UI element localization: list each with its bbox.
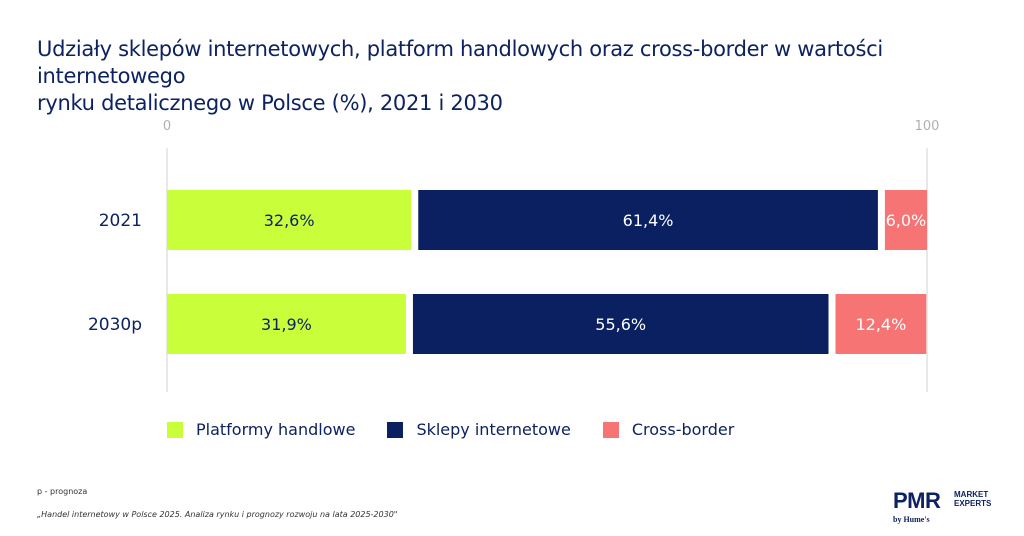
data-label-sklepy-internetowe-2021: 61,4% [623, 211, 674, 230]
x-tick-label-100: 100 [915, 119, 940, 134]
bar-cross-border-2030p [835, 294, 927, 354]
bar-cross-border-2021 [884, 190, 927, 250]
bar-sklepy-internetowe-2021 [418, 190, 878, 250]
source-note: „Handel internetowy w Polsce 2025. Anali… [37, 510, 398, 519]
legend-item-platformy: Platformy handlowe [167, 420, 355, 439]
legend-label-sklepy: Sklepy internetowe [416, 420, 571, 439]
legend-item-sklepy: Sklepy internetowe [387, 420, 571, 439]
legend-swatch-platformy [167, 421, 183, 438]
legend-label-cross-border: Cross-border [631, 420, 735, 439]
bar-platformy-handlowe-2030p [167, 294, 406, 354]
logo-side-text: MARKET EXPERTS [954, 490, 1004, 508]
data-label-cross-border-2030p: 12,4% [855, 315, 906, 334]
data-label-platformy-handlowe-2021: 32,6% [264, 211, 315, 230]
logo-side-line-2: EXPERTS [954, 499, 992, 508]
logo-side-line-1: MARKET [954, 490, 989, 499]
legend-swatch-cross-border [602, 421, 619, 438]
pmr-logo: PMR MARKET EXPERTS by Hume's [893, 488, 1003, 528]
category-label-2030p: 2030p [88, 315, 142, 335]
logo-main-text: PMR [893, 488, 941, 513]
x-tick-label-0: 0 [163, 119, 171, 134]
data-label-sklepy-internetowe-2030p: 55,6% [595, 315, 646, 334]
bar-sklepy-internetowe-2030p [412, 294, 829, 354]
data-label-cross-border-2021: 6,0% [886, 211, 927, 230]
legend-swatch-sklepy [387, 421, 404, 438]
chart-title-line-1: Udziały sklepów internetowych, platform … [37, 37, 883, 88]
legend: Platformy handlowe Sklepy internetowe Cr… [167, 420, 766, 439]
chart-title-line-2: rynku detalicznego w Polsce (%), 2021 i … [37, 91, 503, 115]
bar-platformy-handlowe-2021 [167, 190, 412, 250]
legend-label-platformy: Platformy handlowe [196, 420, 356, 439]
logo-by-text: by Hume's [893, 515, 930, 524]
forecast-note: p - prognoza [37, 487, 88, 496]
category-label-2021: 2021 [99, 211, 142, 231]
chart-title: Udziały sklepów internetowych, platform … [37, 36, 997, 117]
data-label-platformy-handlowe-2030p: 31,9% [261, 315, 312, 334]
legend-item-cross-border: Cross-border [602, 420, 735, 439]
